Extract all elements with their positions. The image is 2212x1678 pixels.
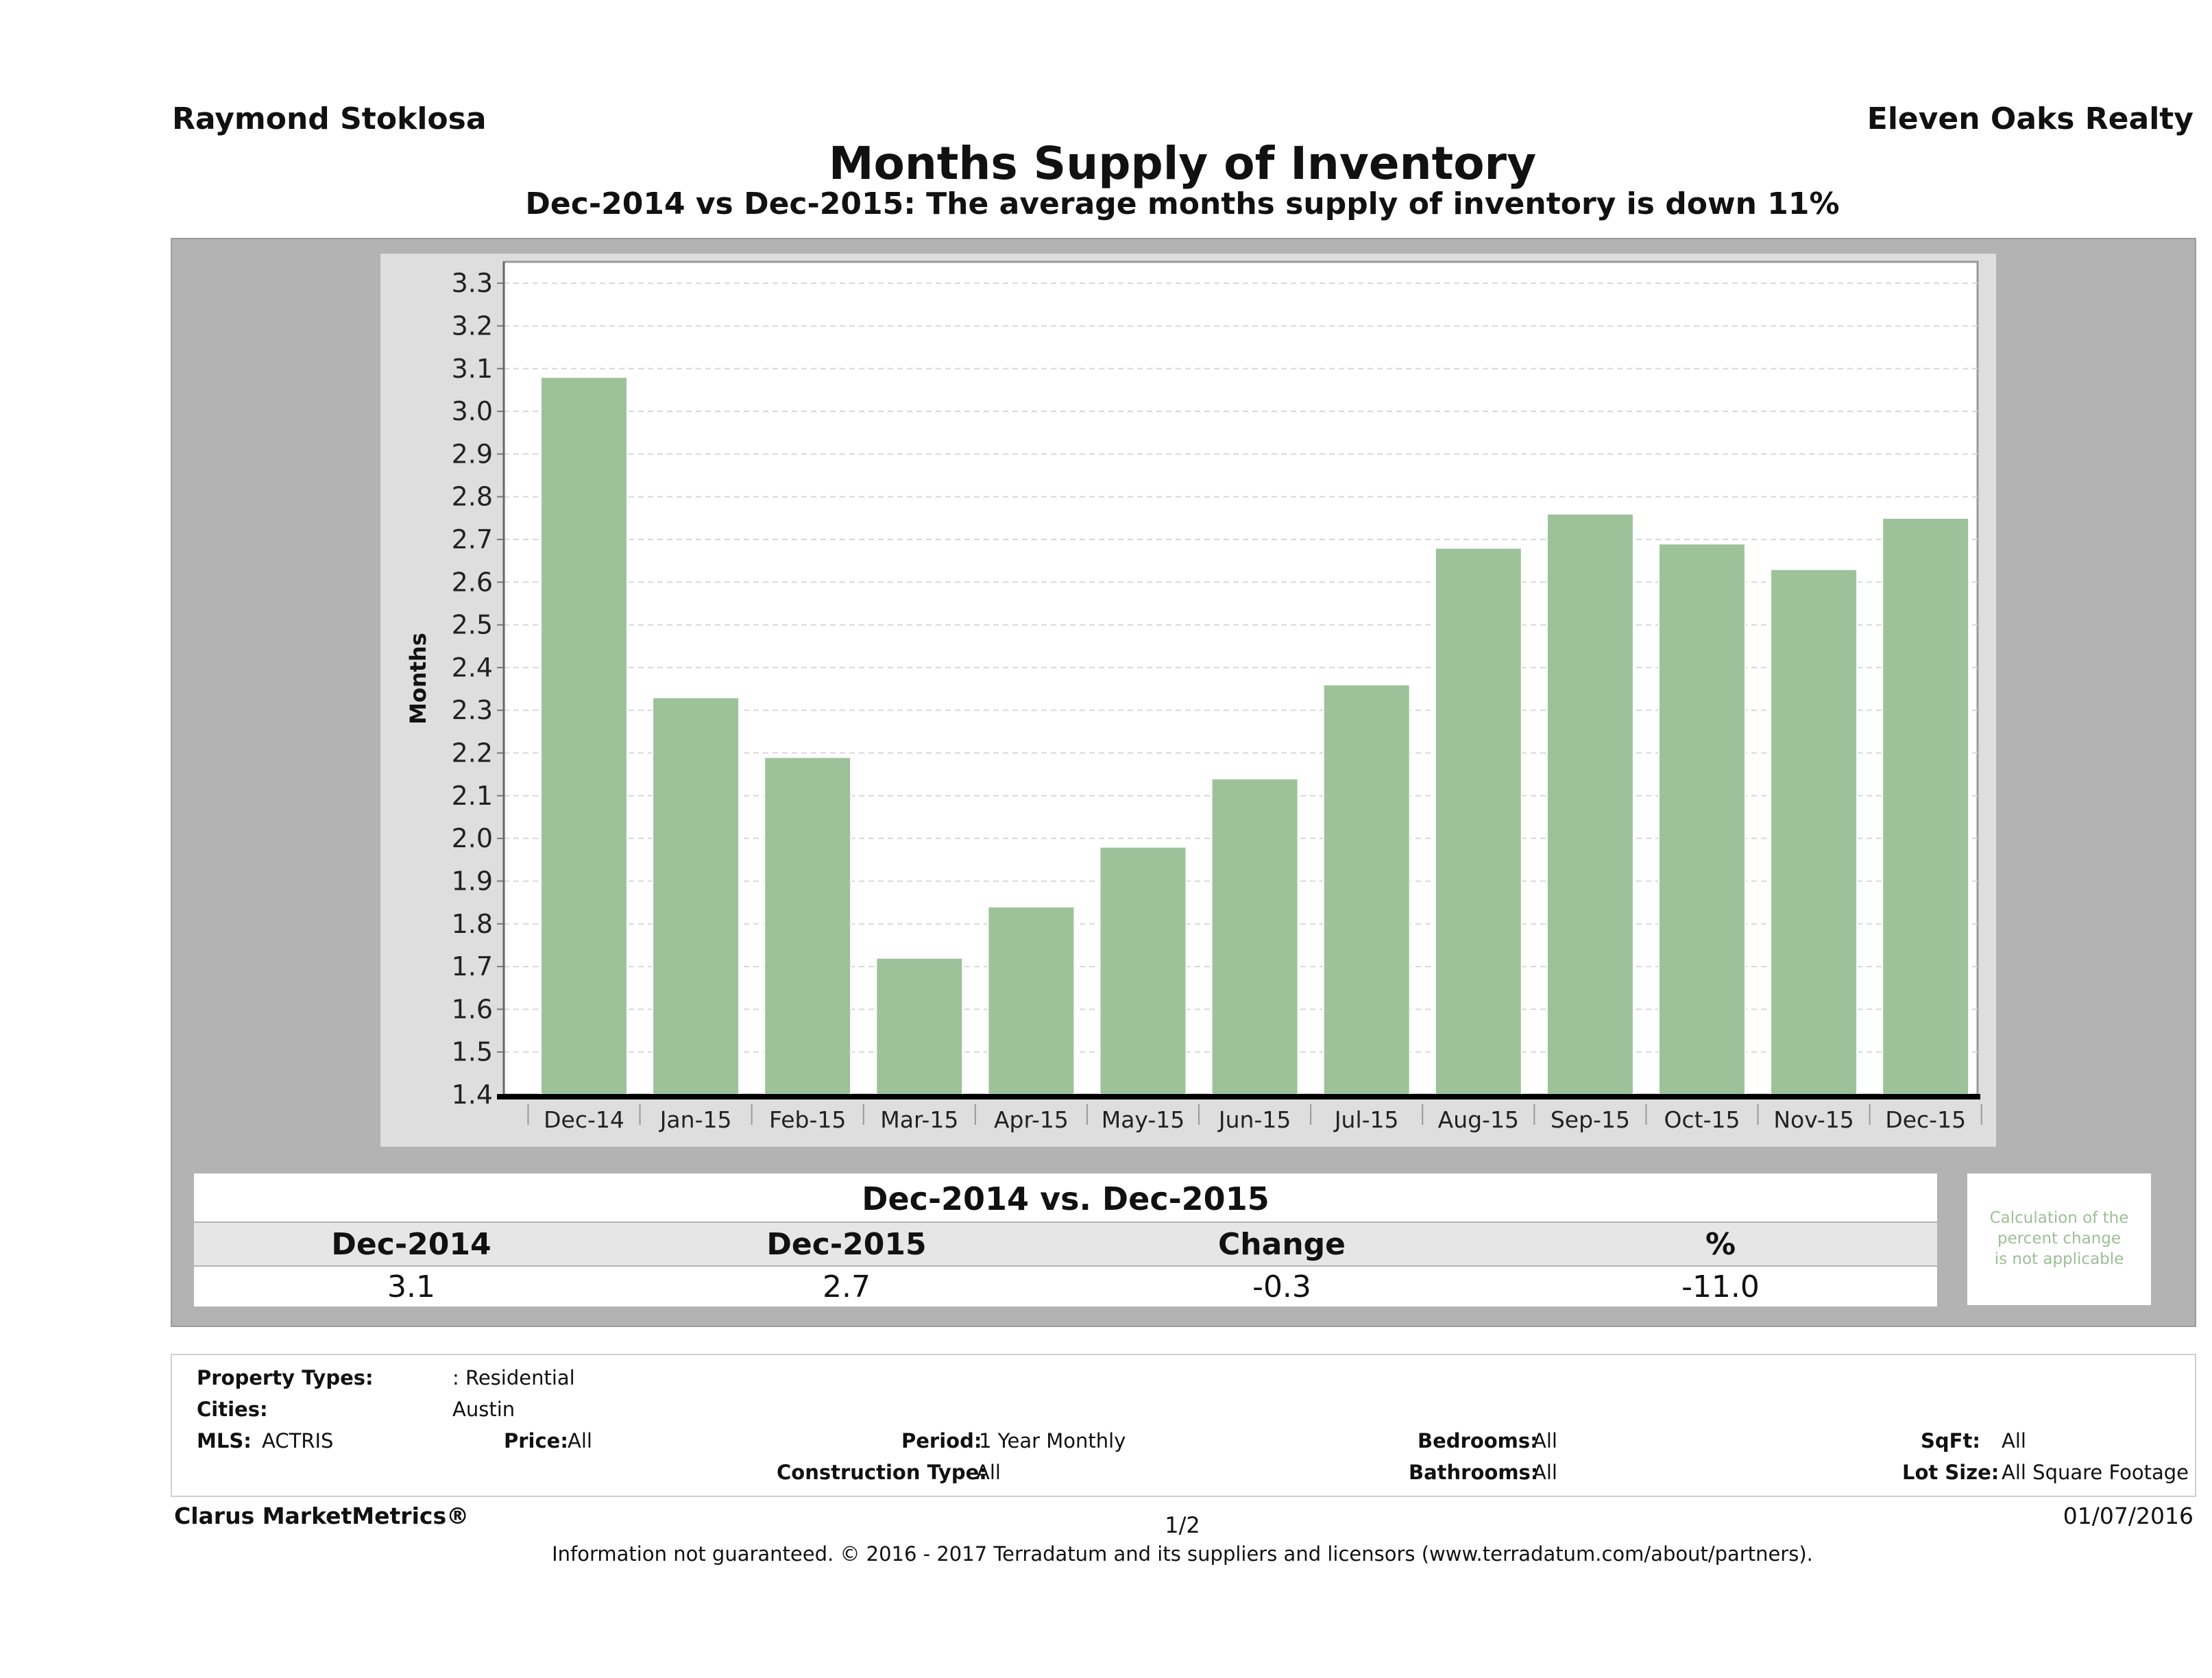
cities-label: Cities: (197, 1398, 268, 1421)
header-percent: % (1705, 1227, 1736, 1262)
y-tick-label: 1.5 (452, 1037, 493, 1067)
x-tick-label: Sep-15 (1551, 1106, 1630, 1133)
value-percent: -11.0 (1681, 1269, 1760, 1304)
bar (1546, 513, 1634, 1096)
x-tick-label: Dec-14 (544, 1106, 624, 1133)
construction-value: All (976, 1461, 1001, 1484)
bar (875, 957, 964, 1095)
y-tick-label: 3.0 (452, 396, 493, 426)
y-tick-label: 1.4 (452, 1080, 493, 1110)
y-tick-label: 2.9 (452, 439, 493, 469)
y-tick-label: 2.3 (452, 695, 493, 725)
bar (540, 376, 628, 1096)
sqft-value: All (2002, 1429, 2026, 1452)
y-tick-label: 2.0 (452, 823, 493, 853)
y-tick-label: 1.6 (452, 994, 493, 1024)
bar (987, 905, 1075, 1095)
bar (1434, 547, 1522, 1095)
x-tick-label: Jun-15 (1217, 1106, 1291, 1133)
bathrooms-value: All (1533, 1461, 1557, 1484)
x-tick-label: May-15 (1102, 1106, 1185, 1133)
header-change: Change (1218, 1227, 1346, 1262)
x-tick-label: Mar-15 (880, 1106, 958, 1133)
bar (652, 696, 740, 1095)
footer-brand: Clarus MarketMetrics® (174, 1503, 470, 1529)
mls-label: MLS: (197, 1429, 252, 1452)
comparison-value-row (194, 1267, 1937, 1306)
bar (1658, 543, 1746, 1095)
y-tick-label: 1.9 (452, 866, 493, 896)
header-dec-2015: Dec-2015 (766, 1227, 927, 1262)
y-tick-label: 2.6 (452, 567, 493, 597)
y-tick-label: 3.2 (452, 311, 493, 341)
y-tick-label: 2.2 (452, 738, 493, 768)
x-tick-label: Feb-15 (769, 1106, 846, 1133)
x-tick-label: Oct-15 (1664, 1106, 1740, 1133)
report-title: Months Supply of Inventory (828, 137, 1537, 190)
x-tick-label: Apr-15 (994, 1106, 1069, 1133)
property-types-value: : Residential (452, 1366, 575, 1389)
report-subtitle: Dec-2014 vs Dec-2015: The average months… (525, 186, 1840, 221)
y-tick-label: 2.1 (452, 781, 493, 811)
value-dec-2014: 3.1 (387, 1269, 435, 1304)
value-dec-2015: 2.7 (823, 1269, 871, 1304)
agent-name: Raymond Stoklosa (172, 101, 487, 136)
bedrooms-label: Bedrooms: (1418, 1429, 1538, 1452)
note-box (1967, 1174, 2151, 1305)
lot-size-value: All Square Footage (2002, 1461, 2189, 1484)
y-tick-label: 3.1 (452, 354, 493, 384)
y-tick-label: 2.5 (452, 610, 493, 640)
mls-value: ACTRIS (262, 1429, 334, 1452)
bar (1211, 777, 1299, 1096)
construction-label: Construction Type: (777, 1461, 987, 1484)
y-tick-label: 2.8 (452, 482, 493, 512)
period-value: 1 Year Monthly (979, 1429, 1126, 1452)
bar-chart: 1.4 1.5 1.6 1.7 1.8 1.9 2.0 2.1 2.2 2.3 2.4 2.5 2.6 2… (405, 260, 1982, 1133)
percent-note: Calculation of the percent change is not… (1989, 1209, 2129, 1268)
y-tick-label: 1.7 (452, 951, 493, 982)
bar (1099, 846, 1187, 1095)
page-number: 1/2 (1165, 1512, 1200, 1538)
disclaimer: Information not guaranteed. © 2016 - 201… (552, 1542, 1813, 1566)
y-tick-label: 1.8 (452, 909, 493, 939)
bar (1770, 568, 1858, 1096)
header-dec-2014: Dec-2014 (331, 1227, 491, 1262)
comparison-header-row (194, 1223, 1937, 1265)
x-tick-label: Aug-15 (1438, 1106, 1519, 1133)
y-axis-label: Months (405, 633, 431, 725)
y-tick-label: 3.3 (452, 268, 493, 298)
x-tick-label: Jul-15 (1333, 1106, 1399, 1133)
comparison-title: Dec-2014 vs. Dec-2015 (862, 1180, 1269, 1217)
cities-value: Austin (452, 1398, 515, 1421)
lot-size-label: Lot Size: (1902, 1461, 2000, 1484)
x-tick-label: Dec-15 (1885, 1106, 1966, 1133)
bedrooms-value: All (1533, 1429, 1557, 1452)
y-tick-label: 2.4 (452, 653, 493, 683)
bathrooms-label: Bathrooms: (1409, 1461, 1539, 1484)
brokerage-name: Eleven Oaks Realty (1867, 101, 2193, 136)
property-types-label: Property Types: (197, 1366, 374, 1389)
sqft-label: SqFt: (1921, 1429, 1980, 1452)
period-label: Period: (901, 1429, 982, 1452)
price-value: All (568, 1429, 592, 1452)
report-date: 01/07/2016 (2063, 1503, 2193, 1529)
comparison-title-row (194, 1174, 1937, 1221)
criteria-box (171, 1354, 2196, 1497)
value-change: -0.3 (1252, 1269, 1311, 1304)
bar (764, 756, 852, 1095)
bar (1322, 683, 1411, 1095)
x-tick-label: Nov-15 (1773, 1106, 1854, 1133)
price-label: Price: (504, 1429, 568, 1452)
y-tick-label: 2.7 (452, 524, 493, 555)
bar (1882, 517, 1970, 1096)
x-tick-label: Jan-15 (659, 1106, 732, 1133)
